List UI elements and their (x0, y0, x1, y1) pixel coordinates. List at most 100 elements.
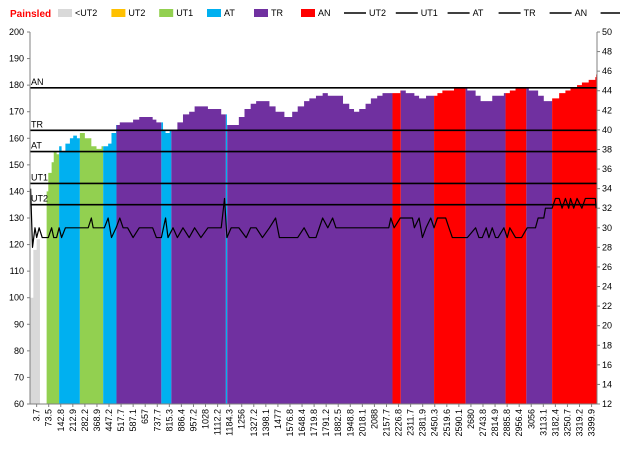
x-tick-31: 2311.7 (406, 409, 416, 436)
x-tick-29: 2157.7 (381, 409, 391, 437)
x-tick-25: 1882.5 (333, 409, 343, 437)
x-tick-45: 3319.2 (575, 409, 585, 437)
y-left-tick-70: 70 (14, 372, 24, 382)
y-right-tick-12: 12 (602, 399, 612, 409)
x-tick-5: 368.9 (92, 409, 102, 432)
x-tick-15: 1112.2 (213, 409, 223, 435)
x-tick-36: 2680 (466, 409, 476, 429)
x-tick-42: 3113.1 (538, 409, 548, 436)
x-tick-10: 737.7 (152, 409, 162, 432)
y-right-tick-14: 14 (602, 379, 612, 389)
y-right-tick-18: 18 (602, 340, 612, 350)
x-tick-34: 2519.6 (442, 409, 452, 437)
legend-label-5: AN (318, 8, 331, 18)
reference-label-ut2: UT2 (31, 194, 48, 204)
y-right-tick-46: 46 (602, 66, 612, 76)
x-tick-43: 3182.4 (550, 409, 560, 437)
y-right-tick-16: 16 (602, 360, 612, 370)
zone-band-an-14 (505, 32, 527, 404)
zone-band-at-8 (225, 32, 228, 404)
x-tick-13: 957.2 (188, 409, 198, 432)
x-tick-6: 447.2 (104, 409, 114, 432)
y-left-tick-140: 140 (9, 186, 24, 196)
y-right-tick-22: 22 (602, 301, 612, 311)
y-left-tick-110: 110 (10, 266, 24, 276)
x-tick-44: 3250.7 (562, 409, 572, 437)
legend-label-10: AN (575, 8, 588, 18)
spm-line (30, 188, 597, 248)
y-right-tick-44: 44 (602, 86, 612, 96)
x-tick-30: 2226.8 (394, 409, 404, 437)
y-left-tick-150: 150 (9, 160, 24, 170)
x-tick-11: 815.3 (164, 409, 174, 432)
x-tick-26: 1948.8 (345, 409, 355, 437)
y-left-tick-120: 120 (9, 240, 24, 250)
y-right-tick-40: 40 (602, 125, 612, 135)
x-tick-19: 1398.1 (261, 409, 271, 437)
x-tick-7: 517.7 (116, 409, 126, 432)
y-axis-left: 60 70 80 90 100 110 120 130 140 150 160 170 180 190 20… (9, 27, 30, 409)
y-right-tick-34: 34 (602, 184, 612, 194)
x-tick-37: 2743.8 (478, 409, 488, 437)
y-left-tick-180: 180 (9, 80, 24, 90)
heart-rate-mask (30, 32, 597, 298)
x-tick-23: 1719.8 (309, 409, 319, 437)
x-tick-28: 2088 (369, 409, 379, 429)
reference-lines: AN TR AT UT1 UT2 (30, 77, 597, 206)
legend-label-0: <UT2 (75, 8, 97, 18)
legend-label-9: TR (524, 8, 536, 18)
y-right-tick-38: 38 (602, 144, 612, 154)
legend: <UT2UT2UT1ATTRANUT2UT1ATTRANSPM (58, 8, 620, 18)
x-tick-24: 1791.2 (321, 409, 331, 437)
y-left-tick-60: 60 (14, 399, 24, 409)
y-left-tick-190: 190 (9, 54, 24, 64)
y-left-tick-80: 80 (14, 346, 24, 356)
legend-swatch-2 (159, 9, 174, 17)
x-tick-35: 2590.1 (454, 409, 464, 437)
x-tick-9: 657 (140, 409, 150, 424)
y-right-tick-32: 32 (602, 203, 612, 213)
x-tick-27: 2018.1 (357, 409, 367, 437)
x-tick-38: 2814.9 (490, 409, 500, 437)
y-axis-right: 12 14 16 18 20 22 24 26 28 30 32 34 36 38 40 42 44 46 48 50 (597, 27, 612, 409)
x-tick-14: 1028 (201, 409, 211, 429)
legend-label-4: TR (271, 8, 283, 18)
legend-swatch-5 (301, 9, 315, 17)
y-right-tick-24: 24 (602, 282, 612, 292)
y-left-tick-100: 100 (9, 293, 24, 303)
y-right-tick-36: 36 (602, 164, 612, 174)
legend-swatch-4 (254, 9, 268, 17)
y-right-tick-20: 20 (602, 321, 612, 331)
x-tick-20: 1477 (273, 409, 283, 429)
y-right-tick-30: 30 (602, 223, 612, 233)
x-tick-0: 3.7 (32, 409, 42, 422)
zone-band-an-10 (392, 32, 401, 404)
heart-rate-profile (30, 32, 597, 298)
x-tick-33: 2450.3 (430, 409, 440, 437)
x-tick-41: 3056 (526, 409, 536, 429)
zone-band-an-16 (552, 32, 597, 404)
reference-label-at: AT (31, 141, 42, 151)
x-tick-4: 282.2 (80, 409, 90, 432)
y-right-tick-42: 42 (602, 105, 612, 115)
y-right-tick-26: 26 (602, 262, 612, 272)
x-tick-40: 2956.4 (514, 409, 524, 437)
reference-label-tr: TR (31, 119, 43, 129)
x-tick-18: 1327.2 (249, 409, 259, 437)
spm-series-line (30, 188, 597, 248)
legend-label-7: UT1 (421, 8, 438, 18)
y-left-tick-160: 160 (9, 133, 24, 143)
y-left-tick-200: 200 (9, 27, 24, 37)
zone-band-at-6 (161, 32, 172, 404)
x-tick-8: 587.1 (128, 409, 138, 432)
y-right-tick-48: 48 (602, 47, 612, 57)
x-tick-21: 1576.8 (285, 409, 295, 437)
y-right-tick-28: 28 (602, 242, 612, 252)
reference-label-ut1: UT1 (31, 172, 48, 182)
y-left-tick-170: 170 (9, 107, 24, 117)
x-tick-2: 142.8 (56, 409, 66, 432)
x-tick-17: 1256 (237, 409, 247, 429)
reference-label-an: AN (31, 77, 44, 87)
legend-label-3: AT (224, 8, 235, 18)
